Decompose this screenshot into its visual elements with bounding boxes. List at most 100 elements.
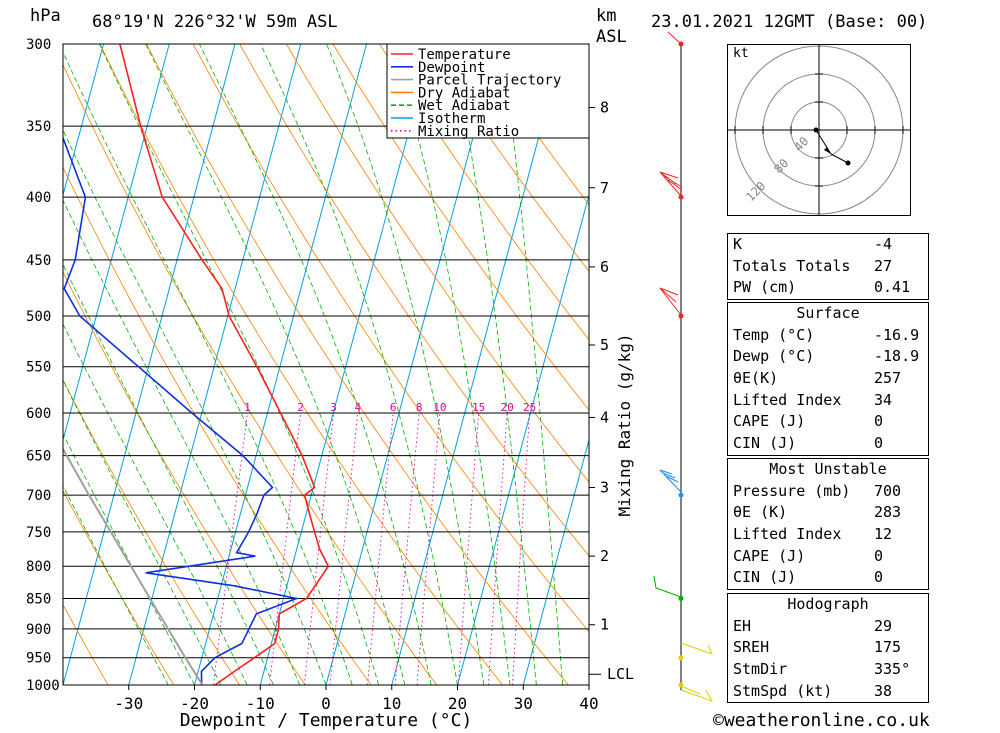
plot-frame: [62, 43, 590, 686]
legend-label: Temperature: [418, 47, 511, 63]
dry-adiabat-line: [285, 44, 589, 483]
dry-adiabat-line: [63, 603, 109, 685]
mixing-ratio-axis-label: Mixing Ratio (g/kg): [615, 333, 634, 516]
x-tick-label: 20: [448, 694, 467, 713]
hodograph-start-point: [813, 127, 819, 133]
wet-adiabat-line: [99, 44, 379, 685]
pressure-tick-label: 400: [26, 190, 51, 206]
wet-adiabat-line: [145, 44, 406, 685]
mixing-ratio-label: 10: [433, 401, 446, 414]
dry-adiabat-line: [146, 44, 569, 685]
dry-adiabat-line: [192, 44, 589, 633]
dry-adiabat-line: [63, 489, 175, 685]
legend-label: Wet Adiabat: [418, 98, 511, 114]
mixing-ratio-line: [394, 412, 420, 686]
pressure-tick-label: 500: [26, 309, 51, 325]
mixing-ratio-label: 3: [330, 401, 337, 414]
wind-barb: [653, 575, 682, 598]
index-row-totals: Totals Totals 27: [733, 256, 893, 275]
wind-barb: [680, 642, 713, 655]
isotherm-line: [63, 44, 104, 197]
hodograph-table-row: EH 29: [733, 616, 893, 635]
isotherm-line: [194, 44, 367, 685]
hpa-unit-label: hPa: [30, 6, 61, 26]
wet-adiabat-line: [391, 44, 511, 685]
lcl-label: LCL: [607, 665, 634, 683]
asl-unit-label: ASL: [596, 27, 627, 47]
station-location: 68°19'N 226°32'W 59m ASL: [92, 12, 338, 32]
wet-adiabat-lines: [63, 44, 564, 685]
mixing-ratio-line: [329, 412, 359, 686]
isotherm-line: [128, 44, 302, 685]
altitude-axis: 8 7 6 5 4 3 2 1 LCL: [589, 98, 634, 683]
x-axis-label: Dewpoint / Temperature (°C): [180, 710, 473, 731]
wind-level-dot: [678, 194, 684, 200]
copyright-link[interactable]: ©weatheronline.co.uk: [713, 710, 930, 731]
pressure-tick-label: 700: [26, 488, 51, 504]
surface-panel: Surface Temp (°C) -16.9 Dewp (°C) -18.9 θE…: [727, 302, 929, 456]
legend-label: Mixing Ratio: [418, 124, 519, 140]
km-tick-label: 3: [600, 478, 609, 496]
pressure-tick-label: 900: [26, 622, 51, 638]
wet-adiabat-line: [63, 263, 274, 685]
wet-adiabat-line: [199, 44, 432, 685]
pressure-tick-label: 300: [26, 37, 51, 53]
dry-adiabat-line: [425, 44, 589, 272]
wet-adiabat-line: [501, 44, 564, 685]
wind-level-dot: [678, 655, 684, 661]
wind-profile: [653, 31, 714, 702]
x-tick-label: -30: [114, 694, 143, 713]
km-tick-label: 5: [600, 336, 609, 354]
isotherm-lines: [63, 44, 589, 685]
pressure-axis: 300 350 400 450 500 550 600 650 700 750 800 850 900 9…: [26, 37, 60, 694]
mixing-ratio-label: 1: [244, 401, 251, 414]
wind-level-dot: [678, 595, 684, 601]
km-tick-label: 7: [600, 179, 609, 197]
most-unstable-row: Pressure (mb) 700: [733, 481, 902, 500]
x-tick-label: -10: [246, 694, 275, 713]
mixing-ratio-line: [416, 412, 441, 686]
mixing-ratio-line: [488, 412, 508, 686]
wet-adiabat-line: [63, 51, 353, 685]
dry-adiabat-line: [379, 44, 589, 341]
sounding-series: [63, 44, 330, 685]
legend-label: Parcel Trajectory: [418, 73, 561, 89]
mixing-ratio-label: 6: [390, 401, 397, 414]
x-tick-label: 0: [321, 694, 331, 713]
hodograph-end-point: [845, 160, 851, 166]
pressure-tick-label: 450: [26, 253, 51, 269]
mixing-ratio-label: 20: [500, 401, 513, 414]
legend-label: Isotherm: [418, 111, 485, 127]
wet-adiabat-line: [450, 44, 537, 685]
pressure-tick-label: 800: [26, 559, 51, 575]
hodograph-unit: kt: [733, 46, 749, 61]
km-tick-label: 1: [600, 616, 609, 634]
wind-barb: [659, 469, 682, 493]
isotherm-line: [522, 438, 589, 685]
pressure-tick-label: 950: [26, 651, 51, 667]
km-tick-label: 2: [600, 547, 609, 565]
sounding-datetime: 23.01.2021 12GMT (Base: 00): [651, 12, 928, 32]
pressure-tick-label: 650: [26, 449, 51, 465]
mixing-ratio-line: [457, 412, 480, 686]
isotherm-line: [259, 44, 433, 685]
isotherm-line: [63, 44, 170, 442]
index-row-k: K -4: [733, 235, 893, 253]
mixing-ratio-line: [212, 412, 248, 686]
pressure-tick-label: 600: [26, 406, 51, 422]
isotherm-line: [325, 44, 499, 685]
mixing-ratio-line: [367, 412, 394, 686]
hodograph-table-row: StmSpd (kt) 38: [733, 681, 893, 700]
km-unit-label: km: [596, 6, 617, 26]
index-row-pw: PW (cm) 0.41: [733, 278, 911, 297]
temperature-line: [119, 44, 330, 685]
isotherm-line: [457, 193, 589, 685]
wind-barb: [659, 171, 683, 197]
dry-adiabat-line: [332, 44, 589, 411]
hodograph-table-title: Hodograph: [787, 595, 869, 613]
parcel-trajectory-line: [63, 447, 204, 685]
km-tick-label: 8: [600, 98, 609, 116]
wet-adiabat-line: [260, 44, 458, 685]
surface-row: Temp (°C) -16.9: [733, 325, 920, 344]
